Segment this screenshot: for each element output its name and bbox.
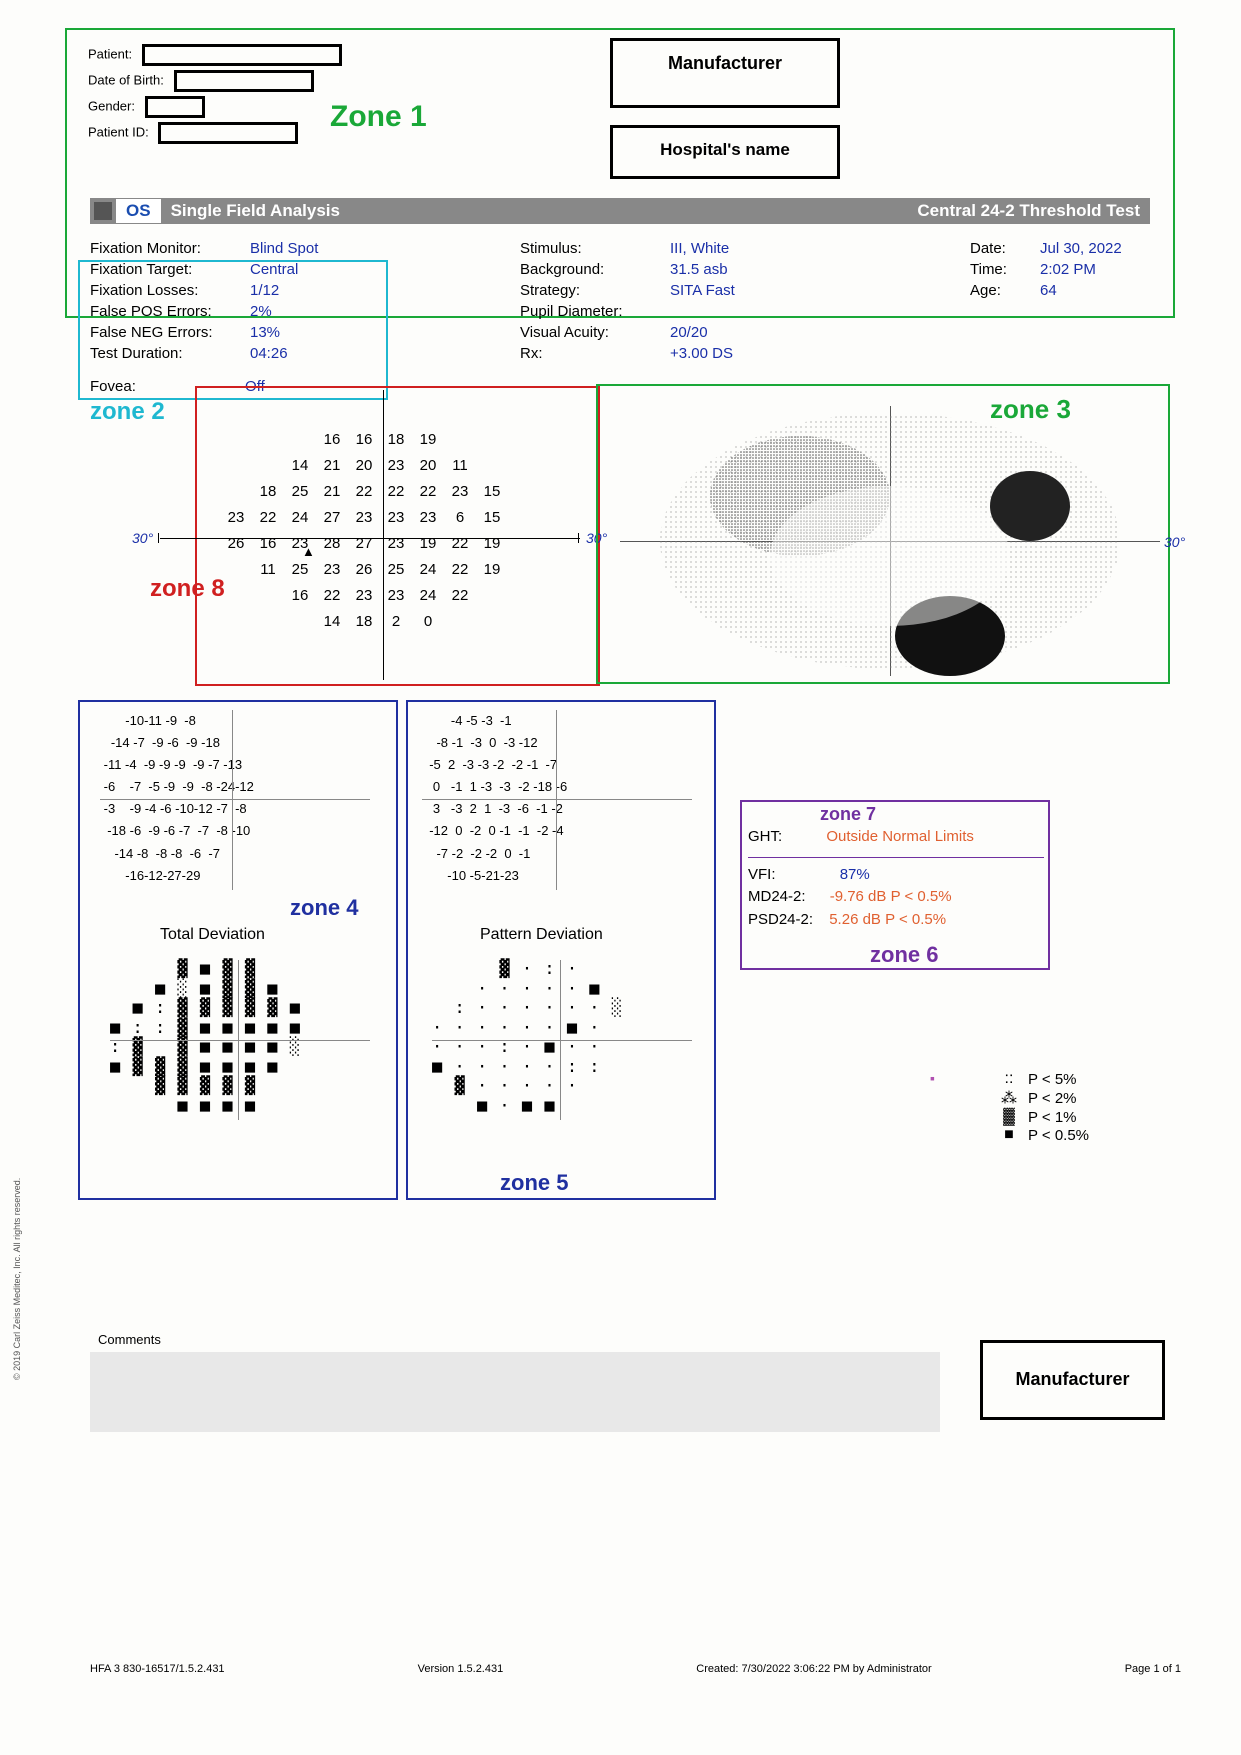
page: Zone 1 Patient: Date of Birth: Gender: P… bbox=[0, 0, 1241, 1755]
total-deviation-label: Total Deviation bbox=[160, 926, 265, 944]
psd-value: 5.26 dB P < 0.5% bbox=[829, 911, 946, 928]
greyscale-plot: 30° bbox=[620, 406, 1160, 676]
params-col2: Stimulus:III, WhiteBackground:31.5 asbSt… bbox=[520, 238, 735, 364]
zone-5-label: zone 5 bbox=[500, 1170, 568, 1196]
footer-page: Page 1 of 1 bbox=[1125, 1663, 1181, 1675]
axis-left: 30° bbox=[132, 530, 153, 546]
threshold-grid: 30° 30° ▲ 161618191421202320111825212222… bbox=[160, 400, 580, 680]
label-id: Patient ID: bbox=[88, 124, 149, 139]
test-name: Central 24-2 Threshold Test bbox=[917, 201, 1140, 221]
zone-6-label: zone 6 bbox=[870, 942, 938, 968]
patient-info: Patient: Date of Birth: Gender: Patient … bbox=[88, 44, 342, 144]
md-value: -9.76 dB P < 0.5% bbox=[830, 888, 952, 905]
ght-label: GHT: bbox=[748, 828, 782, 845]
comments-label: Comments bbox=[98, 1332, 161, 1347]
zone-1-label: Zone 1 bbox=[330, 100, 427, 134]
zone-2-label: zone 2 bbox=[90, 398, 165, 426]
analysis-title: Single Field Analysis bbox=[171, 201, 340, 221]
psd-label: PSD24-2: bbox=[748, 911, 813, 928]
hospital-box: Hospital's name bbox=[610, 125, 840, 179]
grey-axis: 30° bbox=[1164, 534, 1185, 550]
vfi-label: VFI: bbox=[748, 866, 776, 883]
td-prob-plot: ▓ ■ ▓ ▓ ■ ░ ■ ▓ ▓ ■ ■ : ▓ ▓ ▓ ▓ ▓ ■ ■ : … bbox=[110, 960, 301, 1116]
bottom-manufacturer-box: Manufacturer bbox=[980, 1340, 1165, 1420]
indices: GHT: Outside Normal Limits VFI: 87% MD24… bbox=[748, 826, 1044, 931]
footer-version: Version 1.5.2.431 bbox=[418, 1663, 504, 1675]
zone-4-label: zone 4 bbox=[290, 895, 358, 921]
footer-model: HFA 3 830-16517/1.5.2.431 bbox=[90, 1663, 225, 1675]
pattern-deviation-label: Pattern Deviation bbox=[480, 926, 603, 944]
manufacturer-box: Manufacturer bbox=[610, 38, 840, 108]
vfi-value: 87% bbox=[840, 866, 870, 883]
eye-badge: OS bbox=[116, 199, 161, 223]
comments-box bbox=[90, 1352, 940, 1432]
copyright: © 2019 Carl Zeiss Meditec, Inc. All righ… bbox=[12, 1178, 22, 1380]
footer: HFA 3 830-16517/1.5.2.431 Version 1.5.2.… bbox=[90, 1663, 1181, 1675]
legend: ::P < 5%⁂P < 2%▓P < 1%■P < 0.5% bbox=[1000, 1070, 1089, 1144]
ght-value: Outside Normal Limits bbox=[826, 828, 974, 845]
md-label: MD24-2: bbox=[748, 888, 806, 905]
title-bar: OS Single Field Analysis Central 24-2 Th… bbox=[90, 198, 1150, 224]
label-gender: Gender: bbox=[88, 98, 135, 113]
label-patient: Patient: bbox=[88, 46, 132, 61]
zone-2-box bbox=[78, 260, 388, 400]
footer-created: Created: 7/30/2022 3:06:22 PM by Adminis… bbox=[696, 1663, 931, 1675]
zone-7-label: zone 7 bbox=[820, 804, 876, 825]
pd-prob-plot: ▓ · : · · · · · · ■ : · · · · · · ░ · · … bbox=[432, 960, 623, 1116]
label-dob: Date of Birth: bbox=[88, 72, 164, 87]
params-col3: Date:Jul 30, 2022Time:2:02 PMAge:64 bbox=[970, 238, 1122, 301]
